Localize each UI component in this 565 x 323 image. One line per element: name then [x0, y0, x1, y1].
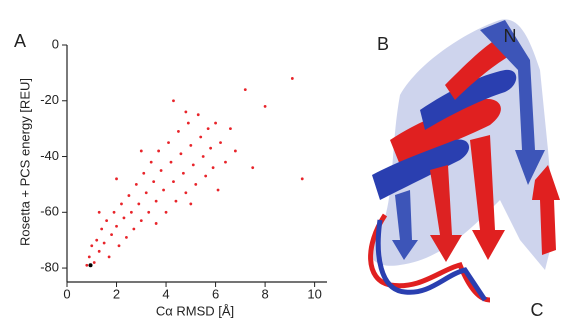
x-tick-label: 10 [307, 286, 321, 301]
point [160, 169, 163, 172]
point [130, 211, 133, 214]
point [301, 177, 304, 180]
point [108, 256, 111, 259]
x-tick-label: 2 [113, 286, 120, 301]
point [135, 183, 138, 186]
point [187, 122, 190, 125]
panel-label: B [377, 34, 389, 54]
point [89, 263, 93, 267]
y-tick-label: -80 [40, 259, 59, 274]
point [182, 172, 185, 175]
point [204, 175, 207, 178]
point [100, 228, 103, 231]
point [118, 244, 121, 247]
point [189, 203, 192, 206]
point [123, 216, 126, 219]
point [115, 177, 118, 180]
point [88, 256, 91, 259]
point [147, 211, 150, 214]
point [140, 219, 143, 222]
point [170, 161, 173, 164]
point [184, 111, 187, 114]
point [175, 200, 178, 203]
point [202, 155, 205, 158]
point [177, 130, 180, 133]
point [142, 172, 145, 175]
point [125, 236, 128, 239]
x-tick-label: 0 [63, 286, 70, 301]
y-tick-label: 0 [52, 36, 59, 51]
point [219, 141, 222, 144]
point [145, 191, 148, 194]
point [110, 233, 113, 236]
y-axis-label: Rosetta + PCS energy [REU] [17, 78, 32, 246]
point [207, 127, 210, 130]
point [184, 191, 187, 194]
figure: A Cα RMSD [Å] Rosetta + PCS energy [REU]… [0, 0, 565, 323]
point [180, 152, 183, 155]
point [194, 183, 197, 186]
point [165, 211, 168, 214]
x-tick-label: 8 [261, 286, 268, 301]
point [234, 150, 237, 153]
y-tick-label: -60 [40, 204, 59, 219]
point [95, 239, 98, 242]
point [85, 264, 88, 267]
point [128, 194, 131, 197]
x-axis-label: Cα RMSD [Å] [156, 303, 234, 318]
point [291, 77, 294, 80]
panel-label: A [14, 31, 26, 51]
point [132, 228, 135, 231]
point [217, 189, 220, 192]
point [105, 219, 108, 222]
point [140, 150, 143, 153]
point [162, 189, 165, 192]
point [150, 161, 153, 164]
point [120, 203, 123, 206]
point [98, 211, 101, 214]
point [212, 166, 215, 169]
point [98, 250, 101, 253]
point [155, 222, 158, 225]
point [103, 242, 106, 245]
point [152, 180, 155, 183]
point [93, 261, 96, 264]
point [113, 211, 116, 214]
point [264, 105, 267, 108]
x-tick-label: 6 [212, 286, 219, 301]
point [189, 144, 192, 147]
point [157, 150, 160, 153]
x-tick-label: 4 [162, 286, 169, 301]
point [224, 161, 227, 164]
point [251, 166, 254, 169]
point [199, 136, 202, 139]
point [172, 99, 175, 102]
point [137, 203, 140, 206]
point [229, 127, 232, 130]
point [115, 225, 118, 228]
point [155, 200, 158, 203]
protein-structure [370, 19, 560, 300]
y-tick-label: -40 [40, 148, 59, 163]
point [209, 147, 212, 150]
terminus-label: N [504, 26, 517, 46]
y-tick-label: -20 [40, 92, 59, 107]
point [90, 244, 93, 247]
point [214, 122, 217, 125]
terminus-label: C [531, 300, 544, 320]
point [172, 180, 175, 183]
point [167, 141, 170, 144]
point [197, 113, 200, 116]
point [244, 88, 247, 91]
point [192, 163, 195, 166]
